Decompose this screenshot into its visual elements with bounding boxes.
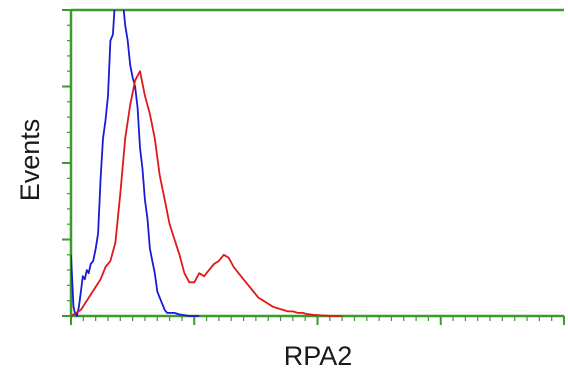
x-axis-label: RPA2 — [284, 341, 353, 371]
y-axis-ticks — [62, 9, 71, 317]
blue-series-line — [71, 10, 200, 317]
y-axis-label: Events — [15, 119, 45, 202]
x-axis-ticks — [70, 316, 565, 325]
series-layer — [71, 10, 343, 317]
plot-frame — [69, 8, 564, 318]
red-series-line — [71, 70, 343, 317]
